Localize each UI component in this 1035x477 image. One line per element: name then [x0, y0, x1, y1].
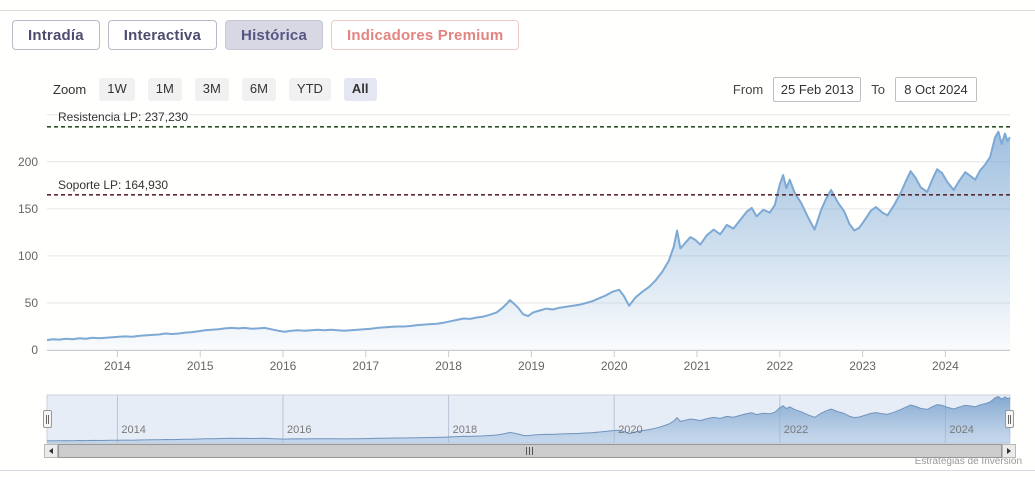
navigator-scrollbar [44, 444, 1016, 458]
x-axis-label: 2015 [186, 359, 214, 373]
x-axis-label: 2020 [600, 359, 628, 373]
x-axis-label: 2017 [352, 359, 380, 373]
x-axis-label: 2016 [269, 359, 297, 373]
y-axis-label: 50 [24, 295, 38, 310]
from-label: From [732, 82, 764, 97]
zoom-button-1m[interactable]: 1M [147, 78, 182, 101]
zoom-button-all[interactable]: All [343, 78, 377, 101]
from-date-input[interactable] [773, 77, 862, 102]
provider-credit: Estrategias de Inversión [914, 456, 1022, 467]
navigator-year-label: 2014 [121, 424, 146, 436]
tab-indicadores-premium[interactable]: Indicadores Premium [331, 20, 520, 50]
y-axis-label: 200 [17, 154, 38, 169]
x-axis-label: 2019 [518, 359, 545, 373]
to-label: To [871, 82, 885, 97]
bottom-divider [0, 470, 1035, 471]
view-tabs: Intradía Interactiva Histórica Indicador… [12, 20, 520, 50]
y-axis-label: 0 [31, 343, 38, 357]
navigator-year-label: 2020 [618, 424, 643, 436]
resistance-line-label: Resistencia LP: 237,230 [58, 109, 189, 124]
x-axis-label: 2014 [104, 359, 131, 373]
zoom-button-ytd[interactable]: YTD [288, 78, 331, 101]
scrollbar-track[interactable] [58, 444, 1002, 458]
chart-plot-area[interactable] [47, 111, 1010, 351]
left-arrow-icon [49, 448, 53, 454]
zoom-button-3m[interactable]: 3M [194, 78, 229, 101]
x-axis-label: 2018 [435, 359, 462, 373]
x-axis-label: 2023 [849, 359, 876, 373]
tab-interactiva[interactable]: Interactiva [107, 20, 218, 50]
zoom-button-1w[interactable]: 1W [99, 78, 135, 101]
y-axis-label: 150 [17, 201, 38, 216]
zoom-button-6m[interactable]: 6M [241, 78, 276, 101]
handle-grip-icon [46, 414, 49, 424]
zoom-label: Zoom [53, 82, 87, 97]
x-axis-label: 2022 [766, 359, 794, 373]
navigator-year-label: 2018 [452, 424, 478, 436]
top-divider [0, 10, 1035, 11]
x-axis-label: 2024 [932, 359, 959, 373]
tab-historica[interactable]: Histórica [225, 20, 324, 50]
navigator-year-label: 2022 [783, 424, 809, 436]
thumb-grip-icon [526, 447, 534, 455]
navigator-right-handle[interactable] [1005, 410, 1014, 428]
navigator-left-handle[interactable] [43, 410, 52, 428]
tab-intradia[interactable]: Intradía [12, 20, 100, 50]
x-axis-label: 2021 [683, 359, 711, 373]
support-line-label: Soporte LP: 164,930 [58, 177, 169, 192]
to-date-input[interactable] [895, 77, 977, 102]
scrollbar-thumb[interactable] [58, 444, 1002, 458]
navigator-year-label: 2024 [949, 424, 974, 436]
handle-grip-icon [1008, 414, 1011, 424]
y-axis-label: 100 [17, 248, 38, 263]
zoom-buttons: 1W 1M 3M 6M YTD All [99, 78, 377, 101]
right-arrow-icon [1007, 448, 1011, 454]
zoom-toolbar: Zoom 1W 1M 3M 6M YTD All [53, 78, 377, 101]
scrollbar-left-button[interactable] [44, 444, 58, 458]
date-range-toolbar: From To [733, 77, 977, 102]
navigator-year-label: 2016 [286, 424, 312, 436]
scrollbar-right-button[interactable] [1002, 444, 1016, 458]
